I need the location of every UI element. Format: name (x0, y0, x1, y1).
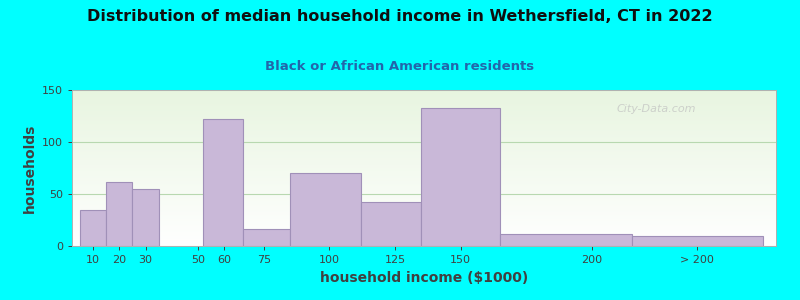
Bar (290, 173, 361, 246)
Bar (422, 108, 500, 246)
Bar (361, 202, 422, 246)
X-axis label: household income ($1000): household income ($1000) (320, 271, 528, 285)
Bar (631, 236, 763, 246)
Text: Black or African American residents: Black or African American residents (266, 60, 534, 73)
Text: Distribution of median household income in Wethersfield, CT in 2022: Distribution of median household income … (87, 9, 713, 24)
Bar (80, 210, 106, 246)
Bar (203, 119, 242, 246)
Text: City-Data.com: City-Data.com (617, 104, 696, 114)
Bar (133, 189, 158, 246)
Bar (500, 233, 631, 246)
Bar (242, 230, 290, 246)
Bar (106, 182, 133, 246)
Y-axis label: households: households (22, 123, 37, 213)
